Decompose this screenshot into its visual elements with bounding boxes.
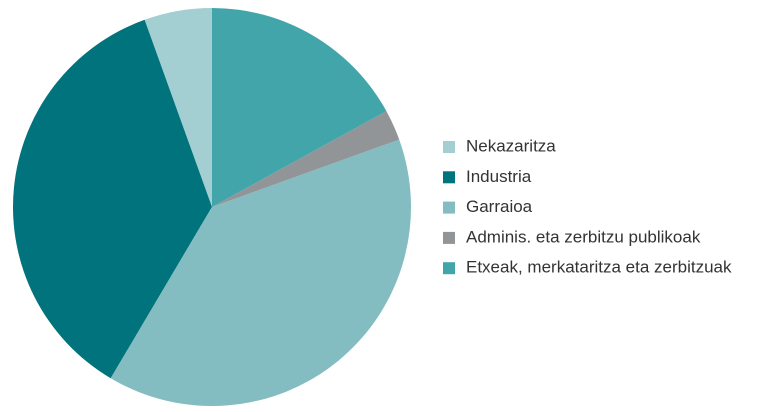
legend-label: Garraioa: [466, 197, 533, 216]
pie-slice: [12, 19, 213, 379]
legend-label: Adminis. eta zerbitzu publikoak: [466, 227, 701, 246]
pie-slice: [110, 139, 412, 406]
legend-swatch: [443, 171, 455, 184]
legend-label: Nekazaritza: [466, 136, 556, 155]
pie-slice: [144, 8, 212, 207]
legend-swatch: [443, 262, 455, 275]
pie-slice: [212, 111, 400, 207]
legend-swatch: [443, 201, 455, 214]
legend-label: Etxeak, merkataritza eta zerbitzuak: [466, 258, 732, 277]
pie-slice: [212, 8, 387, 207]
legend-swatch: [443, 231, 455, 244]
legend-label: Industria: [466, 167, 532, 186]
legend-swatch: [443, 141, 455, 153]
